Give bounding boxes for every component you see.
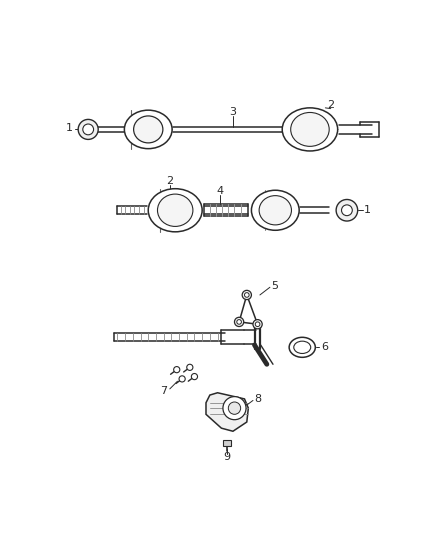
Circle shape xyxy=(83,124,94,135)
Ellipse shape xyxy=(294,341,311,353)
Ellipse shape xyxy=(291,112,329,147)
Ellipse shape xyxy=(134,116,163,143)
Text: 4: 4 xyxy=(216,186,223,196)
Circle shape xyxy=(255,322,260,327)
Ellipse shape xyxy=(148,189,202,232)
Circle shape xyxy=(187,364,193,370)
Circle shape xyxy=(244,293,249,297)
Circle shape xyxy=(179,376,185,382)
Text: 2: 2 xyxy=(166,176,173,186)
Circle shape xyxy=(173,367,180,373)
Ellipse shape xyxy=(158,194,193,227)
Text: 7: 7 xyxy=(160,386,167,396)
Ellipse shape xyxy=(251,190,299,230)
Circle shape xyxy=(242,290,251,300)
Circle shape xyxy=(234,317,244,327)
Text: 5: 5 xyxy=(272,281,279,290)
Text: 9: 9 xyxy=(223,451,230,462)
Polygon shape xyxy=(206,393,248,431)
Ellipse shape xyxy=(289,337,315,357)
Circle shape xyxy=(336,199,358,221)
Circle shape xyxy=(342,205,352,216)
Circle shape xyxy=(253,320,262,329)
Ellipse shape xyxy=(259,196,291,225)
Text: 3: 3 xyxy=(230,108,237,117)
Circle shape xyxy=(223,397,246,419)
Circle shape xyxy=(237,320,241,324)
Ellipse shape xyxy=(282,108,338,151)
Polygon shape xyxy=(223,440,231,446)
Text: 1: 1 xyxy=(364,205,371,215)
Text: 1: 1 xyxy=(66,123,73,133)
Text: 8: 8 xyxy=(254,394,261,404)
Circle shape xyxy=(191,374,198,379)
Text: 6: 6 xyxy=(321,342,328,352)
Circle shape xyxy=(228,402,240,414)
Ellipse shape xyxy=(124,110,172,149)
Circle shape xyxy=(78,119,98,140)
Text: 2: 2 xyxy=(327,100,334,110)
